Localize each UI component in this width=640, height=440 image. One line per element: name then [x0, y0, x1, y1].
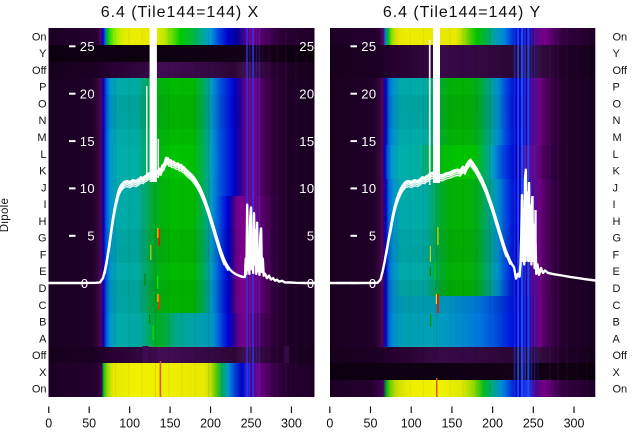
- svg-text:5: 5: [87, 229, 95, 244]
- svg-text:C: C: [39, 300, 47, 312]
- svg-text:B: B: [39, 317, 46, 329]
- svg-text:G: G: [613, 233, 622, 245]
- svg-text:K: K: [613, 166, 621, 178]
- svg-text:A: A: [613, 333, 621, 345]
- svg-text:M: M: [37, 132, 46, 144]
- svg-text:D: D: [613, 283, 621, 295]
- svg-text:Off: Off: [613, 65, 628, 77]
- svg-text:E: E: [613, 266, 620, 278]
- svg-text:F: F: [613, 249, 620, 261]
- svg-text:D: D: [39, 283, 47, 295]
- svg-text:N: N: [613, 115, 621, 127]
- svg-text:Dipole: Dipole: [0, 198, 11, 232]
- svg-text:K: K: [39, 166, 47, 178]
- svg-text:0: 0: [81, 276, 89, 291]
- svg-text:On: On: [32, 31, 47, 43]
- svg-text:O: O: [38, 99, 47, 111]
- svg-text:25: 25: [361, 39, 376, 54]
- svg-text:A: A: [39, 333, 47, 345]
- svg-text:250: 250: [523, 417, 544, 431]
- svg-text:300: 300: [281, 417, 302, 431]
- svg-text:X: X: [613, 367, 621, 379]
- svg-text:0: 0: [45, 417, 52, 431]
- svg-text:0: 0: [307, 276, 315, 291]
- svg-text:I: I: [613, 199, 616, 211]
- svg-text:On: On: [32, 384, 47, 396]
- svg-text:0: 0: [369, 276, 377, 291]
- svg-text:6.4 (Tile144=144) X: 6.4 (Tile144=144) X: [101, 4, 259, 21]
- svg-text:Y: Y: [39, 48, 47, 60]
- svg-text:20: 20: [299, 86, 314, 101]
- svg-text:M: M: [613, 132, 622, 144]
- svg-text:N: N: [39, 115, 47, 127]
- svg-text:100: 100: [119, 417, 140, 431]
- svg-text:Off: Off: [32, 65, 47, 77]
- svg-text:200: 200: [200, 417, 221, 431]
- svg-text:Off: Off: [32, 350, 47, 362]
- svg-text:150: 150: [160, 417, 181, 431]
- svg-text:150: 150: [441, 417, 462, 431]
- svg-text:10: 10: [361, 181, 376, 196]
- svg-text:250: 250: [241, 417, 262, 431]
- svg-text:H: H: [613, 216, 621, 228]
- svg-text:300: 300: [564, 417, 585, 431]
- svg-text:C: C: [613, 300, 621, 312]
- svg-text:L: L: [613, 149, 619, 161]
- svg-text:25: 25: [299, 39, 314, 54]
- svg-text:I: I: [43, 199, 46, 211]
- svg-text:J: J: [613, 182, 619, 194]
- svg-text:10: 10: [299, 181, 314, 196]
- svg-text:50: 50: [364, 417, 378, 431]
- svg-text:P: P: [613, 82, 620, 94]
- svg-text:L: L: [40, 149, 46, 161]
- svg-text:Off: Off: [613, 350, 628, 362]
- svg-text:X: X: [39, 367, 47, 379]
- svg-text:200: 200: [482, 417, 503, 431]
- svg-text:G: G: [38, 233, 47, 245]
- svg-text:F: F: [40, 249, 47, 261]
- svg-text:0: 0: [326, 417, 333, 431]
- svg-text:25: 25: [80, 39, 95, 54]
- svg-text:15: 15: [299, 134, 314, 149]
- svg-text:100: 100: [401, 417, 422, 431]
- svg-text:On: On: [613, 384, 628, 396]
- svg-text:15: 15: [80, 134, 95, 149]
- svg-text:20: 20: [80, 86, 95, 101]
- svg-text:H: H: [39, 216, 47, 228]
- svg-text:6.4 (Tile144=144) Y: 6.4 (Tile144=144) Y: [383, 4, 541, 21]
- svg-text:P: P: [39, 82, 46, 94]
- svg-text:15: 15: [361, 134, 376, 149]
- svg-text:5: 5: [307, 229, 315, 244]
- svg-text:E: E: [39, 266, 46, 278]
- svg-text:50: 50: [82, 417, 96, 431]
- svg-text:J: J: [41, 182, 47, 194]
- svg-text:20: 20: [361, 86, 376, 101]
- svg-text:B: B: [613, 317, 620, 329]
- svg-text:O: O: [613, 99, 622, 111]
- svg-text:10: 10: [80, 181, 95, 196]
- svg-text:5: 5: [369, 229, 377, 244]
- svg-text:Y: Y: [613, 48, 621, 60]
- svg-text:On: On: [613, 31, 628, 43]
